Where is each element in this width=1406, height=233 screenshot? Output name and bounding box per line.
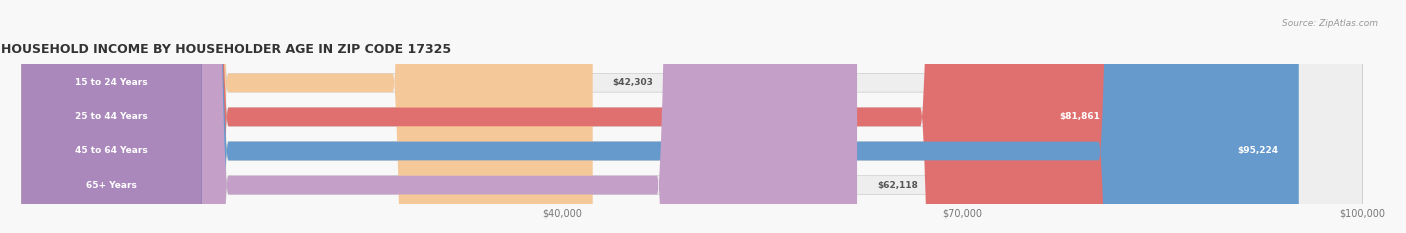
Text: HOUSEHOLD INCOME BY HOUSEHOLDER AGE IN ZIP CODE 17325: HOUSEHOLD INCOME BY HOUSEHOLDER AGE IN Z…	[1, 43, 451, 56]
FancyBboxPatch shape	[21, 0, 202, 233]
Text: 65+ Years: 65+ Years	[86, 181, 138, 190]
FancyBboxPatch shape	[28, 0, 858, 233]
Text: 15 to 24 Years: 15 to 24 Years	[76, 78, 148, 87]
Text: Source: ZipAtlas.com: Source: ZipAtlas.com	[1282, 19, 1378, 28]
Text: 25 to 44 Years: 25 to 44 Years	[76, 112, 148, 121]
Text: $95,224: $95,224	[1237, 147, 1278, 155]
FancyBboxPatch shape	[28, 0, 1362, 233]
FancyBboxPatch shape	[28, 0, 1121, 233]
FancyBboxPatch shape	[21, 0, 202, 233]
FancyBboxPatch shape	[21, 0, 202, 233]
FancyBboxPatch shape	[21, 0, 202, 233]
FancyBboxPatch shape	[28, 0, 1362, 233]
Text: $81,861: $81,861	[1060, 112, 1101, 121]
FancyBboxPatch shape	[28, 0, 593, 233]
FancyBboxPatch shape	[28, 0, 1299, 233]
Text: 45 to 64 Years: 45 to 64 Years	[76, 147, 148, 155]
Text: $42,303: $42,303	[613, 78, 654, 87]
FancyBboxPatch shape	[28, 0, 1362, 233]
FancyBboxPatch shape	[28, 0, 1362, 233]
Text: $62,118: $62,118	[877, 181, 918, 190]
